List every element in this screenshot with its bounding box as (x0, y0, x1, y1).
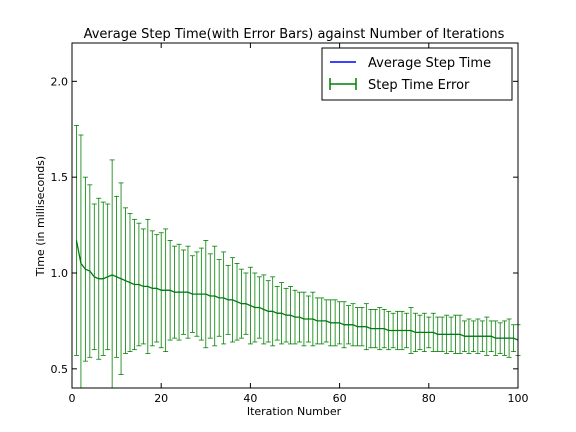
x-tick-label: 60 (333, 392, 347, 405)
x-tick-label: 100 (508, 392, 529, 405)
legend-swatch-step-time-error (329, 78, 357, 90)
plot-border (71, 42, 519, 389)
x-axis-ticks: 0 20 40 60 80 100 (69, 43, 529, 405)
error-bar (73, 125, 79, 356)
y-tick-label: 1.0 (51, 267, 69, 280)
y-tick-label: 1.5 (51, 171, 69, 184)
x-tick-label: 40 (243, 392, 257, 405)
x-tick-label: 80 (422, 392, 436, 405)
step-time-error-center-line (75, 240, 519, 341)
x-tick-label: 20 (154, 392, 168, 405)
y-tick-label: 0.5 (51, 363, 69, 376)
error-bar (109, 159, 115, 388)
legend-label-step-time-error: Step Time Error (368, 78, 470, 93)
x-tick-label: 0 (69, 392, 76, 405)
x-axis-label: Iteration Number (247, 405, 342, 418)
y-axis-label: Time (in milliseconds) (34, 156, 47, 277)
y-tick-label: 2.0 (51, 75, 69, 88)
chart-title: Average Step Time(with Error Bars) again… (84, 27, 505, 42)
legend-label-average-step-time: Average Step Time (368, 56, 491, 71)
plot-content (73, 125, 521, 388)
y-axis-ticks: 0.5 1.0 1.5 2.0 (51, 75, 518, 376)
legend: Average Step Time Step Time Error (321, 47, 513, 101)
axes-frame (71, 42, 519, 389)
legend-box (321, 47, 513, 101)
